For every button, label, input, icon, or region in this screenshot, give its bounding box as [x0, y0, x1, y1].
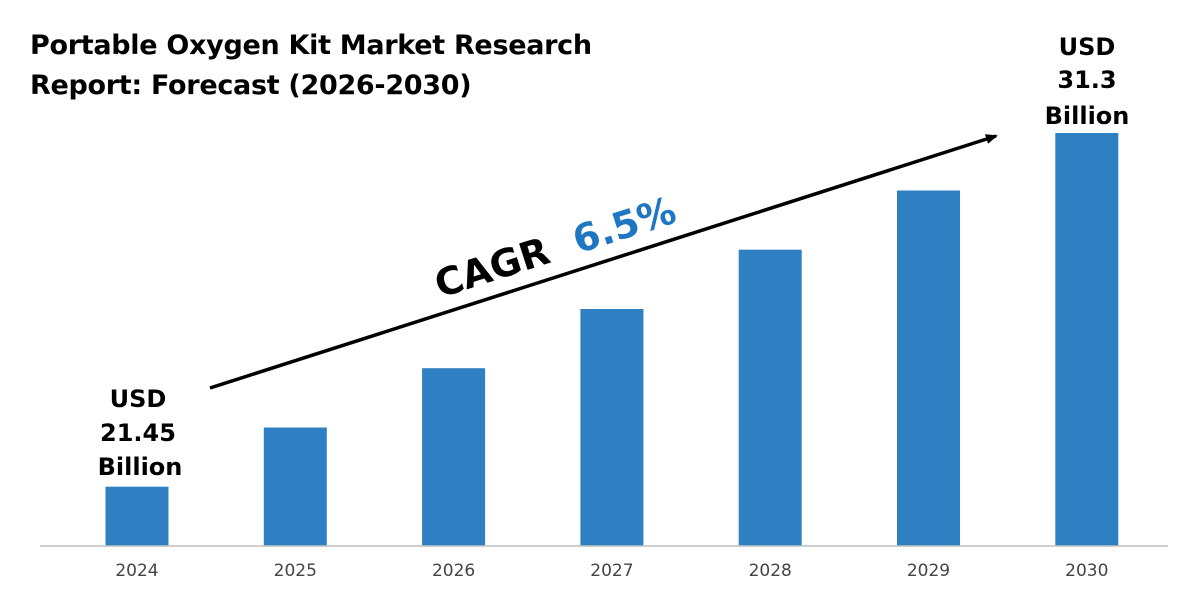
bar-2028 [738, 249, 802, 546]
bar-2025 [263, 427, 327, 546]
cagr-label: CAGR [429, 229, 555, 307]
bar-2029 [897, 190, 960, 546]
chart-title: Portable Oxygen Kit Market Research Repo… [30, 30, 592, 101]
x-tick-labels: 2024 2025 2026 2027 2028 2029 2030 [115, 561, 1108, 581]
cagr-trend-arrow [209, 134, 998, 390]
start-annotation-line3: Billion [98, 453, 183, 481]
start-annotation-line2: 21.45 [100, 419, 176, 447]
start-value-annotation: USD 21.45 Billion [98, 385, 183, 481]
bar-2026 [422, 368, 486, 546]
bar-2030 [1055, 133, 1119, 546]
x-tick-label-2024: 2024 [115, 561, 158, 581]
end-annotation-line3: Billion [1045, 102, 1130, 130]
bar-2027 [580, 309, 644, 546]
x-tick-label-2029: 2029 [907, 561, 950, 581]
x-tick-label-2025: 2025 [274, 561, 317, 581]
bar-2024 [105, 486, 169, 546]
bars-layer [105, 133, 1119, 546]
start-annotation-line1: USD [110, 385, 167, 413]
x-tick-label-2030: 2030 [1065, 561, 1108, 581]
end-annotation-line1: USD [1059, 33, 1116, 61]
x-tick-label-2027: 2027 [590, 561, 633, 581]
end-annotation-line2: 31.3 [1057, 66, 1116, 94]
end-value-annotation: USD 31.3 Billion [1045, 33, 1130, 130]
x-tick-label-2026: 2026 [432, 561, 475, 581]
x-tick-label-2028: 2028 [749, 561, 792, 581]
cagr-value: 6.5% [567, 188, 681, 262]
